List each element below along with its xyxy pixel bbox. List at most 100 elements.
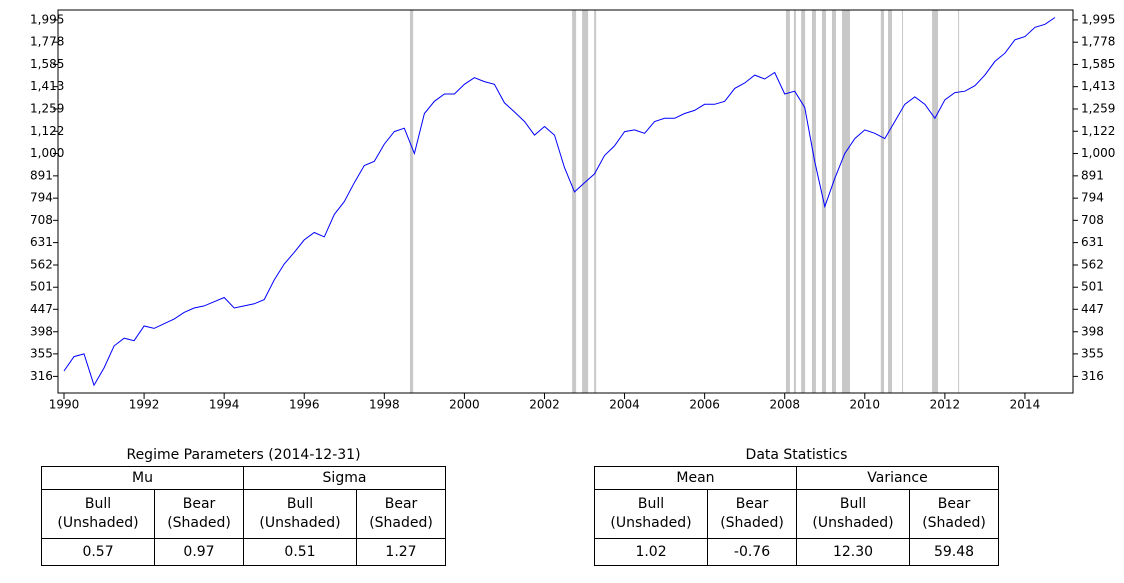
value-cell: -0.76 <box>707 538 797 566</box>
y2-tick-label: 501 <box>1081 280 1104 294</box>
y2-tick-label: 355 <box>1081 346 1104 360</box>
column-header-line: Bull <box>637 496 665 512</box>
y2-tick-label: 447 <box>1081 302 1104 316</box>
column-header: Bull (Unshaded) <box>242 489 358 539</box>
x-tick-label: 1998 <box>369 398 400 412</box>
table-title: Regime Parameters (2014-12-31) <box>126 447 361 463</box>
shaded-region <box>801 10 806 393</box>
column-header-line: (Unshaded) <box>610 515 692 531</box>
x-tick-label: 1996 <box>289 398 320 412</box>
y2-tick-label: 1,778 <box>1081 35 1115 49</box>
column-header: Bear (Shaded) <box>356 489 446 539</box>
x-tick-label: 2008 <box>769 398 800 412</box>
column-header-line: (Shaded) <box>167 515 231 531</box>
y2-tick-label: 794 <box>1081 191 1104 205</box>
column-header-line: Bull <box>84 496 112 512</box>
y-tick-label: 316 <box>30 369 53 383</box>
x-tick-label: 2012 <box>930 398 961 412</box>
shaded-region <box>932 10 939 393</box>
y2-tick-label: 1,122 <box>1081 124 1115 138</box>
plot-frame <box>57 9 1074 394</box>
shaded-region <box>594 10 597 393</box>
value-row: 1.02 -0.76 12.30 59.48 <box>593 538 999 566</box>
column-header: Bull (Unshaded) <box>795 489 911 539</box>
shaded-region <box>409 10 414 393</box>
column-header-line: (Unshaded) <box>57 515 139 531</box>
x-tick-label: 2002 <box>529 398 560 412</box>
y-tick-label: 1,413 <box>30 79 64 93</box>
value-cell: 12.30 <box>795 538 911 566</box>
header-row: Bull (Unshaded) Bear (Shaded) Bull (Unshaded)… <box>593 489 999 539</box>
shaded-region <box>841 10 850 393</box>
shaded-region <box>888 10 893 393</box>
y2-tick-label: 1,585 <box>1081 57 1115 71</box>
value-cell: 59.48 <box>909 538 999 566</box>
y-tick-label: 355 <box>30 346 53 360</box>
value-cell: 0.57 <box>40 538 156 566</box>
y-tick-label: 1,259 <box>30 101 64 115</box>
column-header: Bear (Shaded) <box>154 489 244 539</box>
y-tick-label: 891 <box>30 168 53 182</box>
value-cell: 1.02 <box>593 538 709 566</box>
table-title: Data Statistics <box>745 447 848 463</box>
x-tick-label: 2006 <box>689 398 720 412</box>
column-header-line: (Shaded) <box>720 515 784 531</box>
column-header-line: Bear <box>937 496 971 512</box>
y-tick-label: 708 <box>30 213 53 227</box>
column-header-line: Bear <box>384 496 418 512</box>
y-tick-label: 794 <box>30 191 53 205</box>
y-tick-label: 1,778 <box>30 35 64 49</box>
x-tick-label: 1994 <box>209 398 240 412</box>
shaded-region <box>811 10 816 393</box>
stats-table: Regime Parameters (2014-12-31) Mu Sigma Bul… <box>40 444 447 566</box>
value-cell: 0.51 <box>242 538 358 566</box>
shaded-region <box>582 10 589 393</box>
column-header-line: (Unshaded) <box>259 515 341 531</box>
x-tick-label: 2014 <box>1010 398 1041 412</box>
y2-tick-label: 1,413 <box>1081 79 1115 93</box>
group-row: Mu Sigma <box>41 466 447 490</box>
group-header: Sigma <box>242 466 447 490</box>
group-header: Mu <box>41 466 244 490</box>
shaded-region <box>880 10 885 393</box>
x-tick-label: 1992 <box>129 398 160 412</box>
y-tick-label: 1,000 <box>30 146 64 160</box>
column-header: Bear (Shaded) <box>707 489 797 539</box>
y-tick-label: 1,585 <box>30 57 64 71</box>
x-tick-label: 2000 <box>449 398 480 412</box>
y-tick-label: 631 <box>30 235 53 249</box>
column-header: Bull (Unshaded) <box>593 489 709 539</box>
y-tick-label: 501 <box>30 280 53 294</box>
shaded-region <box>793 10 796 393</box>
stats-table: Data Statistics Mean Variance Bull (Unshaded… <box>593 444 1000 566</box>
column-header-line: (Unshaded) <box>812 515 894 531</box>
group-header: Variance <box>795 466 1000 490</box>
y2-tick-label: 1,995 <box>1081 12 1115 26</box>
y2-tick-label: 562 <box>1081 258 1104 272</box>
y2-tick-label: 316 <box>1081 369 1104 383</box>
column-header-line: (Shaded) <box>369 515 433 531</box>
y-tick-label: 398 <box>30 324 53 338</box>
column-header: Bull (Unshaded) <box>40 489 156 539</box>
header-row: Bull (Unshaded) Bear (Shaded) Bull (Unshaded)… <box>40 489 446 539</box>
y-tick-label: 562 <box>30 258 53 272</box>
chart: 316 316 355 355 398 398 447 447 501 501 562 562 631 6… <box>30 9 1115 412</box>
y-tick-label: 1,995 <box>30 12 64 26</box>
value-row: 0.57 0.97 0.51 1.27 <box>40 538 446 566</box>
table: Mu Sigma Bull (Unshaded) Bear (Shaded) Bull (Un… <box>40 466 447 566</box>
y2-tick-label: 708 <box>1081 213 1104 227</box>
x-tick-label: 2010 <box>850 398 881 412</box>
x-tick-label: 1990 <box>49 398 80 412</box>
y-tick-label: 447 <box>30 302 53 316</box>
price-line <box>63 17 1056 387</box>
column-header: Bear (Shaded) <box>909 489 999 539</box>
shaded-region <box>958 10 960 393</box>
y2-tick-label: 631 <box>1081 235 1104 249</box>
column-header-line: Bull <box>286 496 314 512</box>
group-row: Mean Variance <box>594 466 1000 490</box>
value-cell: 1.27 <box>356 538 446 566</box>
y2-tick-label: 398 <box>1081 324 1104 338</box>
shaded-region <box>902 10 904 393</box>
group-header: Mean <box>594 466 797 490</box>
